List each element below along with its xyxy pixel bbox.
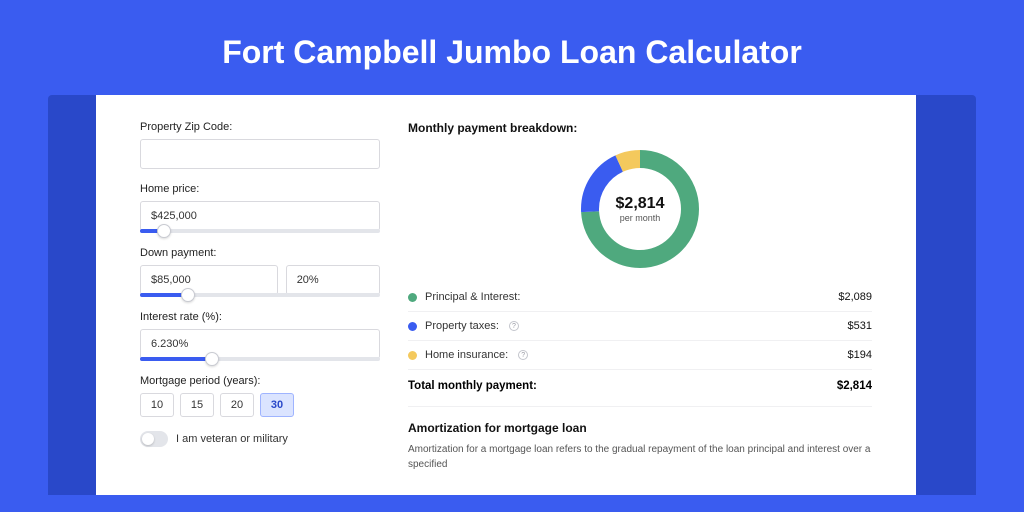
breakdown-line-value: $2,089 (838, 291, 872, 303)
calculator-panel: Property Zip Code: Home price: Down paym… (96, 95, 916, 495)
info-icon[interactable]: ? (518, 350, 528, 360)
rate-slider[interactable] (140, 357, 380, 361)
price-field: Home price: (140, 183, 380, 233)
period-label: Mortgage period (years): (140, 375, 380, 387)
period-option-30[interactable]: 30 (260, 393, 294, 417)
price-slider[interactable] (140, 229, 380, 233)
amortization-title: Amortization for mortgage loan (408, 421, 872, 435)
total-label: Total monthly payment: (408, 380, 537, 392)
zip-label: Property Zip Code: (140, 121, 380, 133)
rate-slider-thumb[interactable] (205, 352, 219, 366)
price-input[interactable] (140, 201, 380, 231)
down-slider[interactable] (140, 293, 380, 297)
breakdown-line-value: $531 (848, 320, 872, 332)
form-column: Property Zip Code: Home price: Down paym… (140, 121, 380, 495)
breakdown-line-label: Property taxes: (425, 320, 499, 332)
breakdown-line: Property taxes:? $531 (408, 311, 872, 340)
breakdown-line-label: Home insurance: (425, 349, 508, 361)
payment-donut: $2,814 per month (580, 149, 700, 269)
down-pct-input[interactable] (286, 265, 380, 295)
legend-dot (408, 293, 417, 302)
info-icon[interactable]: ? (509, 321, 519, 331)
breakdown-title: Monthly payment breakdown: (408, 121, 872, 135)
donut-sub: per month (616, 213, 665, 223)
down-label: Down payment: (140, 247, 380, 259)
zip-field: Property Zip Code: (140, 121, 380, 169)
breakdown-line-value: $194 (848, 349, 872, 361)
period-option-10[interactable]: 10 (140, 393, 174, 417)
rate-field: Interest rate (%): (140, 311, 380, 361)
down-amount-input[interactable] (140, 265, 278, 295)
period-option-20[interactable]: 20 (220, 393, 254, 417)
legend-dot (408, 351, 417, 360)
donut-wrap: $2,814 per month (408, 143, 872, 283)
legend-dot (408, 322, 417, 331)
donut-amount: $2,814 (616, 195, 665, 213)
amortization-block: Amortization for mortgage loan Amortizat… (408, 406, 872, 472)
down-field: Down payment: (140, 247, 380, 297)
veteran-toggle[interactable] (140, 431, 168, 447)
amortization-text: Amortization for a mortgage loan refers … (408, 443, 872, 472)
breakdown-line: Principal & Interest: $2,089 (408, 283, 872, 311)
rate-input[interactable] (140, 329, 380, 359)
breakdown-line: Home insurance:? $194 (408, 340, 872, 369)
down-slider-thumb[interactable] (181, 288, 195, 302)
period-field: Mortgage period (years): 10152030 (140, 375, 380, 417)
total-value: $2,814 (837, 380, 872, 392)
price-slider-thumb[interactable] (157, 224, 171, 238)
rate-label: Interest rate (%): (140, 311, 380, 323)
breakdown-line-label: Principal & Interest: (425, 291, 520, 303)
period-option-15[interactable]: 15 (180, 393, 214, 417)
price-label: Home price: (140, 183, 380, 195)
panel-shadow: Property Zip Code: Home price: Down paym… (48, 95, 976, 495)
veteran-label: I am veteran or military (176, 433, 288, 445)
breakdown-column: Monthly payment breakdown: $2,814 per mo… (408, 121, 872, 495)
zip-input[interactable] (140, 139, 380, 169)
hero: Fort Campbell Jumbo Loan Calculator (0, 0, 1024, 95)
veteran-row: I am veteran or military (140, 431, 380, 447)
total-row: Total monthly payment: $2,814 (408, 369, 872, 406)
page-title: Fort Campbell Jumbo Loan Calculator (0, 34, 1024, 71)
